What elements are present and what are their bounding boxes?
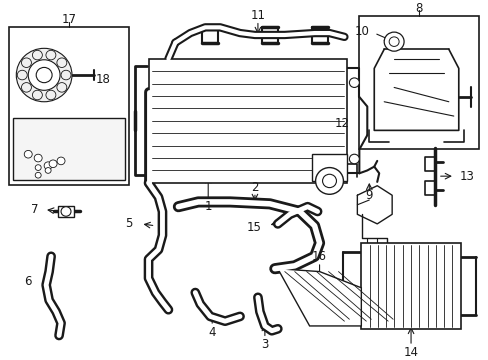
- Bar: [359, 16, 478, 149]
- Text: 16: 16: [311, 250, 326, 263]
- Circle shape: [21, 82, 31, 92]
- Circle shape: [57, 157, 65, 165]
- Circle shape: [61, 207, 71, 216]
- Bar: [9, 27, 128, 185]
- Polygon shape: [277, 269, 361, 326]
- Text: 3: 3: [261, 338, 268, 351]
- Circle shape: [32, 90, 42, 100]
- Text: 14: 14: [403, 346, 418, 359]
- Circle shape: [349, 78, 359, 87]
- Circle shape: [28, 60, 60, 90]
- Text: 11: 11: [250, 9, 265, 22]
- Circle shape: [17, 70, 27, 80]
- Text: 5: 5: [125, 217, 132, 230]
- Text: 18: 18: [96, 73, 110, 86]
- Circle shape: [36, 67, 52, 83]
- Circle shape: [315, 168, 343, 194]
- Circle shape: [16, 48, 72, 102]
- Bar: [311, 154, 346, 181]
- Text: 12: 12: [334, 117, 349, 130]
- Circle shape: [49, 160, 57, 168]
- Circle shape: [57, 58, 67, 67]
- Circle shape: [46, 90, 56, 100]
- Text: 4: 4: [208, 326, 216, 339]
- Text: 8: 8: [414, 2, 422, 15]
- Bar: [148, 59, 346, 183]
- Circle shape: [44, 162, 52, 170]
- Text: 6: 6: [24, 275, 31, 288]
- Circle shape: [388, 37, 398, 46]
- Bar: [361, 243, 460, 329]
- Bar: [13, 118, 124, 180]
- Circle shape: [384, 32, 403, 51]
- Circle shape: [349, 154, 359, 164]
- Text: 2: 2: [251, 181, 258, 194]
- Circle shape: [57, 82, 67, 92]
- Circle shape: [21, 58, 31, 67]
- Circle shape: [45, 168, 51, 173]
- Circle shape: [24, 150, 32, 158]
- Text: 17: 17: [61, 13, 76, 26]
- Circle shape: [322, 174, 336, 188]
- Circle shape: [35, 172, 41, 178]
- Text: 7: 7: [31, 203, 38, 216]
- Text: 15: 15: [246, 221, 262, 234]
- Bar: [58, 206, 74, 217]
- Circle shape: [61, 70, 71, 80]
- Text: 9: 9: [365, 189, 372, 202]
- Text: 1: 1: [204, 200, 211, 213]
- Circle shape: [34, 154, 42, 162]
- Text: 10: 10: [354, 24, 368, 38]
- Circle shape: [32, 50, 42, 60]
- Circle shape: [46, 50, 56, 60]
- Text: 13: 13: [459, 170, 474, 183]
- Circle shape: [35, 165, 41, 170]
